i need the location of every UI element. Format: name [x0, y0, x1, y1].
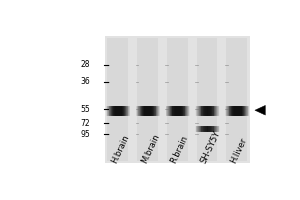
Polygon shape — [255, 105, 266, 115]
Text: H.liver: H.liver — [229, 136, 248, 165]
Text: 95: 95 — [80, 130, 90, 139]
Text: SH-SY5Y: SH-SY5Y — [199, 129, 222, 165]
Text: 72: 72 — [80, 119, 90, 128]
Bar — [137, 38, 158, 161]
Bar — [105, 36, 250, 163]
Bar — [107, 38, 128, 161]
Text: M.brain: M.brain — [139, 132, 161, 165]
Text: 36: 36 — [80, 77, 90, 86]
Bar — [196, 38, 218, 161]
Bar — [226, 38, 247, 161]
Text: 55: 55 — [80, 105, 90, 114]
Bar — [167, 38, 188, 161]
Text: R.brain: R.brain — [169, 134, 190, 165]
Text: H.brain: H.brain — [110, 133, 131, 165]
Text: 28: 28 — [80, 60, 90, 69]
